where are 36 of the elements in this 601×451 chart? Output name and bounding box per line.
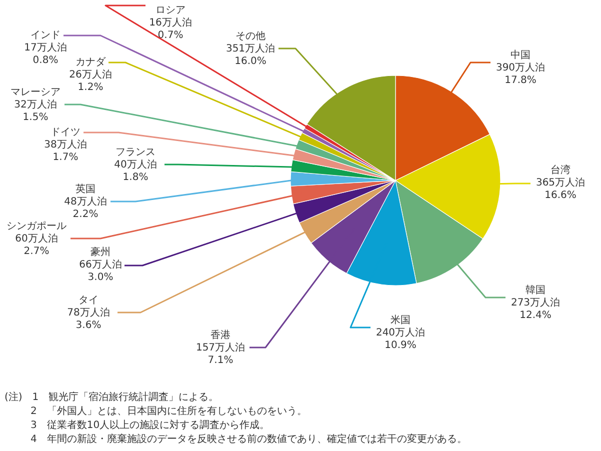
- slice-label: シンガポール: [6, 221, 66, 232]
- slice-label: 英国: [76, 183, 96, 195]
- text: 3 従業者数10人以上の施設に対する調査から作成。: [30, 419, 270, 431]
- slice-label: マレーシア: [10, 87, 60, 98]
- slice-label: カナダ: [76, 56, 106, 68]
- slice-label: 台湾: [550, 164, 570, 176]
- data-label: 32万人泊 1.5%: [14, 98, 57, 123]
- slice-label: その他: [236, 30, 266, 42]
- slice-label: タイ: [78, 295, 98, 306]
- data-label: 40万人泊 1.8%: [114, 158, 157, 183]
- data-label: 351万人泊 16.0%: [226, 42, 276, 67]
- data-label: 240万人泊 10.9%: [376, 326, 426, 351]
- slice-label: 香港: [210, 329, 230, 341]
- text: 4 年間の新設・廃棄施設のデータを反映させる前の数値であり、確定値では若干の変更がある。: [30, 433, 467, 445]
- data-label: 26万人泊 1.2%: [69, 68, 112, 93]
- data-label: 16万人泊 0.7%: [149, 16, 192, 41]
- data-label: 78万人泊 3.6%: [67, 306, 110, 331]
- data-label: 48万人泊 2.2%: [64, 196, 107, 220]
- data-label: 17万人泊 0.8%: [24, 42, 67, 66]
- data-label: 66万人泊 3.0%: [79, 258, 122, 283]
- data-label: 273万人泊 12.4%: [510, 296, 560, 321]
- text: (注) 1 観光庁「宿泊旅行統計調査」による。: [4, 391, 219, 403]
- slice-label: 中国: [510, 49, 530, 61]
- slice-label: ドイツ: [50, 127, 80, 138]
- slice-label: ロシア: [156, 5, 186, 16]
- slice-label: インド: [30, 30, 60, 41]
- data-label: 60万人泊 2.7%: [15, 232, 58, 257]
- slice-label: 韓国: [526, 284, 546, 296]
- slice-label: 米国: [390, 314, 410, 326]
- text: 2 「外国人」とは、日本国内に住所を有しないものをいう。: [30, 405, 307, 417]
- data-label: 38万人泊 1.7%: [44, 138, 87, 163]
- data-label: 157万人泊 7.1%: [196, 342, 246, 366]
- data-label: 365万人泊 16.6%: [536, 176, 586, 201]
- slice-label: フランス: [116, 147, 156, 158]
- data-label: 390万人泊 17.8%: [496, 62, 546, 86]
- slice-label: 豪州: [90, 246, 110, 258]
